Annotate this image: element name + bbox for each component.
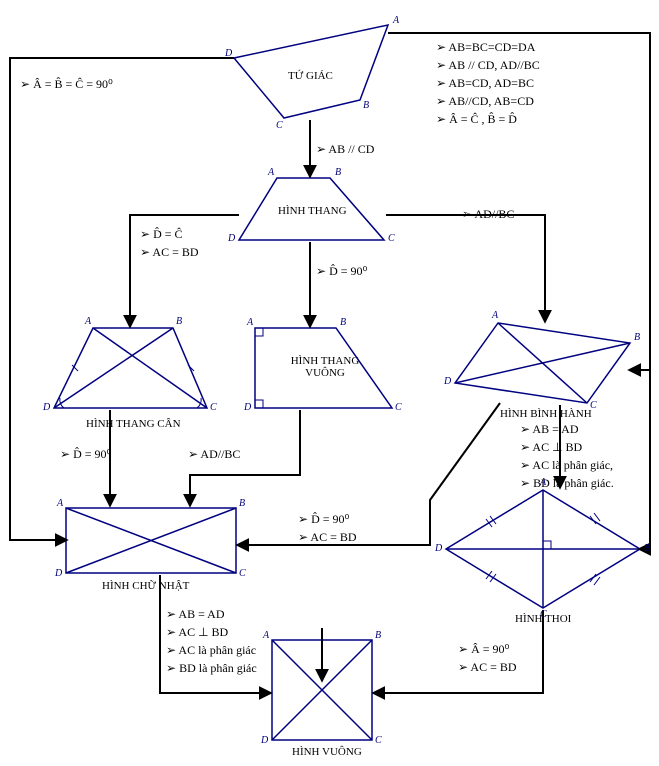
cond-text: BD là phân giác xyxy=(166,659,257,677)
cond-text: AB // CD, AD//BC xyxy=(436,56,540,74)
cond-text: BD là phân giác. xyxy=(520,474,614,492)
title-vuong: HÌNH VUÔNG xyxy=(292,746,362,758)
v: D xyxy=(55,568,62,579)
v: A xyxy=(247,317,253,328)
cond-text: AB = AD xyxy=(166,605,257,623)
cond-text: D̂ = 90⁰ xyxy=(298,510,357,528)
cond-bh-to-cn: D̂ = 90⁰ AC = BD xyxy=(298,510,357,546)
v: C xyxy=(210,402,217,413)
cond-thang-to-can: D̂ = Ĉ AC = BD xyxy=(140,225,199,261)
cond-bh-to-thoi: AB = AD AC ⊥ BD AC là phân giác, BD là p… xyxy=(520,420,614,492)
v: A xyxy=(263,630,269,641)
v: D xyxy=(444,376,451,387)
v: B xyxy=(239,498,245,509)
v: D xyxy=(43,402,50,413)
v: B xyxy=(335,167,341,178)
v: B xyxy=(176,316,182,327)
cond-text: AC là phân giác xyxy=(166,641,257,659)
v: B xyxy=(340,317,346,328)
title-hinh-thang: HÌNH THANG xyxy=(278,205,347,217)
cond-text: AB=CD, AD=BC xyxy=(436,74,540,92)
cond-can-to-cn: D̂ = 90⁰ xyxy=(60,445,111,463)
v: D xyxy=(435,543,442,554)
cond-thoi-to-vuong: Â = 90⁰ AC = BD xyxy=(458,640,517,676)
cond-thang-to-bh: AD//BC xyxy=(462,205,514,223)
cond-right-list: AB=BC=CD=DA AB // CD, AD//BC AB=CD, AD=B… xyxy=(436,38,540,128)
cond-text: AB = AD xyxy=(520,420,614,438)
cond-text: D̂ = 90⁰ xyxy=(60,445,111,463)
v: D xyxy=(225,48,232,59)
shape-chu-nhat xyxy=(66,508,236,573)
cond-text: Â = 90⁰ xyxy=(458,640,517,658)
v: D xyxy=(228,233,235,244)
cond-text: AB // CD xyxy=(316,140,374,158)
v: B xyxy=(363,100,369,111)
v: C xyxy=(375,735,382,746)
cond-text: AD//BC xyxy=(188,445,240,463)
shape-binh-hanh xyxy=(455,323,630,403)
v: B xyxy=(634,332,640,343)
cond-text: AC = BD xyxy=(458,658,517,676)
title-thang-can: HÌNH THANG CÂN xyxy=(86,418,181,430)
title-thang-vuong: HÌNH THANG VUÔNG xyxy=(285,355,365,379)
cond-text: AC là phân giác, xyxy=(520,456,614,474)
cond-text: Â = B̂ = Ĉ = 90⁰ xyxy=(20,75,113,93)
v: B xyxy=(375,630,381,641)
v: A xyxy=(85,316,91,327)
cond-text: Â = Ĉ , B̂ = D̂ xyxy=(436,110,540,128)
diagram-root: TỨ GIÁC HÌNH THANG HÌNH THANG VUÔNG HÌNH… xyxy=(0,0,659,766)
title-binh-hanh: HÌNH BÌNH HÀNH xyxy=(500,408,592,420)
cond-ab-cd: AB // CD xyxy=(316,140,374,158)
cond-text: D̂ = 90⁰ xyxy=(316,262,367,280)
v: A xyxy=(57,498,63,509)
title-tu-giac: TỨ GIÁC xyxy=(288,70,333,82)
v: A xyxy=(492,310,498,321)
cond-text: AC ⊥ BD xyxy=(520,438,614,456)
cond-left-90: Â = B̂ = Ĉ = 90⁰ xyxy=(20,75,113,93)
cond-d90: D̂ = 90⁰ xyxy=(316,262,367,280)
v: C xyxy=(395,402,402,413)
v: C xyxy=(239,568,246,579)
cond-cn-to-vuong: AB = AD AC ⊥ BD AC là phân giác BD là ph… xyxy=(166,605,257,677)
title-chu-nhat: HÌNH CHỮ NHẬT xyxy=(102,580,189,592)
v: A xyxy=(268,167,274,178)
shape-thoi xyxy=(446,490,640,608)
cond-text: D̂ = Ĉ xyxy=(140,225,199,243)
cond-text: AB=BC=CD=DA xyxy=(436,38,540,56)
v: C xyxy=(540,609,547,620)
cond-text: AC ⊥ BD xyxy=(166,623,257,641)
v: C xyxy=(388,233,395,244)
v: D xyxy=(244,402,251,413)
v: A xyxy=(393,15,399,26)
svg-canvas xyxy=(0,0,659,766)
cond-text: AC = BD xyxy=(298,528,357,546)
v: D xyxy=(261,735,268,746)
cond-text: AB//CD, AB=CD xyxy=(436,92,540,110)
v: B xyxy=(644,543,650,554)
v: C xyxy=(276,120,283,131)
cond-text: AC = BD xyxy=(140,243,199,261)
cond-text: AD//BC xyxy=(462,205,514,223)
cond-vuong-to-cn: AD//BC xyxy=(188,445,240,463)
v: C xyxy=(590,400,597,411)
shape-thang-can xyxy=(54,328,207,408)
